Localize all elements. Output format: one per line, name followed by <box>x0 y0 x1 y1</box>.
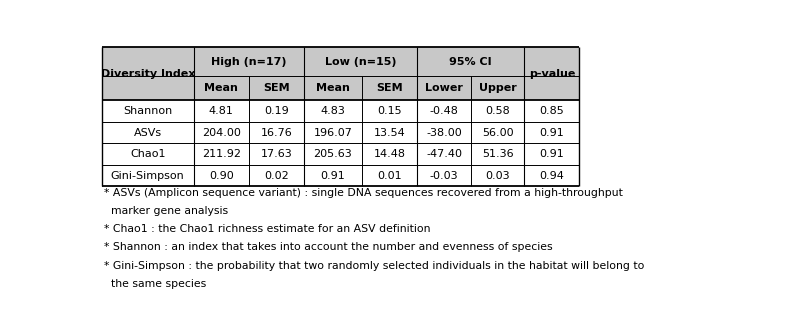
Text: Lower: Lower <box>425 83 463 93</box>
Bar <box>525 76 579 100</box>
Text: High (n=17): High (n=17) <box>211 57 287 67</box>
Bar <box>304 76 362 100</box>
Bar <box>249 165 304 187</box>
Bar <box>525 47 579 76</box>
Text: the same species: the same species <box>103 279 206 289</box>
Bar <box>362 143 417 165</box>
Text: 0.19: 0.19 <box>264 106 288 116</box>
Text: 4.81: 4.81 <box>209 106 234 116</box>
Bar <box>362 47 417 76</box>
Text: Diversity Index: Diversity Index <box>100 69 195 79</box>
Text: 0.15: 0.15 <box>378 106 402 116</box>
Text: 95% CI: 95% CI <box>450 57 492 67</box>
Text: 14.48: 14.48 <box>374 149 405 159</box>
Bar <box>471 122 525 143</box>
Bar <box>417 165 471 187</box>
Bar <box>471 76 525 100</box>
Text: 13.54: 13.54 <box>374 128 405 138</box>
Bar <box>194 47 249 76</box>
Bar <box>304 122 362 143</box>
Bar <box>249 76 304 100</box>
Text: Mean: Mean <box>316 83 350 93</box>
Text: * ASVs (Amplicon sequence variant) : single DNA sequences recovered from a high-: * ASVs (Amplicon sequence variant) : sin… <box>103 188 623 198</box>
Text: Chao1: Chao1 <box>130 149 165 159</box>
Text: Shannon: Shannon <box>123 106 172 116</box>
Bar <box>194 143 249 165</box>
Bar <box>471 143 525 165</box>
Bar <box>102 143 194 165</box>
Text: SEM: SEM <box>263 83 290 93</box>
Text: Mean: Mean <box>205 83 238 93</box>
Bar <box>304 143 362 165</box>
Text: SEM: SEM <box>376 83 403 93</box>
Text: 0.91: 0.91 <box>321 171 345 181</box>
Text: * Gini-Simpson : the probability that two randomly selected individuals in the h: * Gini-Simpson : the probability that tw… <box>103 261 644 271</box>
Bar <box>249 100 304 122</box>
Text: -0.48: -0.48 <box>430 106 458 116</box>
Text: 17.63: 17.63 <box>261 149 292 159</box>
Bar <box>102 47 194 76</box>
Text: 211.92: 211.92 <box>201 149 241 159</box>
Text: -38.00: -38.00 <box>426 128 462 138</box>
Text: Low (n=15): Low (n=15) <box>325 57 397 67</box>
Text: -0.03: -0.03 <box>430 171 458 181</box>
Text: Gini-Simpson: Gini-Simpson <box>111 171 185 181</box>
Text: 0.94: 0.94 <box>540 171 564 181</box>
Bar <box>249 47 304 76</box>
Text: 0.91: 0.91 <box>540 149 564 159</box>
Bar <box>471 165 525 187</box>
Text: 0.85: 0.85 <box>540 106 564 116</box>
Bar <box>417 47 471 76</box>
Bar <box>102 122 194 143</box>
Bar <box>417 100 471 122</box>
Text: 205.63: 205.63 <box>314 149 352 159</box>
Text: Upper: Upper <box>479 83 517 93</box>
Text: * Chao1 : the Chao1 richness estimate for an ASV definition: * Chao1 : the Chao1 richness estimate fo… <box>103 224 430 234</box>
Bar <box>417 122 471 143</box>
Bar <box>304 47 362 76</box>
Bar <box>471 47 525 76</box>
Bar <box>102 100 194 122</box>
Bar <box>362 122 417 143</box>
Text: p-value: p-value <box>529 69 575 79</box>
Text: 0.02: 0.02 <box>264 171 288 181</box>
Text: -47.40: -47.40 <box>426 149 462 159</box>
Text: 56.00: 56.00 <box>482 128 514 138</box>
Text: 0.58: 0.58 <box>485 106 510 116</box>
Bar <box>525 143 579 165</box>
Bar <box>362 76 417 100</box>
Bar <box>249 143 304 165</box>
Text: 0.03: 0.03 <box>485 171 510 181</box>
Bar <box>249 122 304 143</box>
Bar <box>525 100 579 122</box>
Bar <box>304 165 362 187</box>
Bar <box>417 76 471 100</box>
Bar <box>194 76 249 100</box>
Text: * Shannon : an index that takes into account the number and evenness of species: * Shannon : an index that takes into acc… <box>103 242 552 252</box>
Text: marker gene analysis: marker gene analysis <box>103 206 228 216</box>
Text: 0.01: 0.01 <box>378 171 402 181</box>
Bar <box>194 165 249 187</box>
Text: 196.07: 196.07 <box>314 128 352 138</box>
Bar <box>362 100 417 122</box>
Bar <box>194 100 249 122</box>
Bar <box>362 165 417 187</box>
Bar <box>417 143 471 165</box>
Bar <box>525 122 579 143</box>
Bar <box>194 122 249 143</box>
Bar <box>525 165 579 187</box>
Bar <box>304 100 362 122</box>
Text: 16.76: 16.76 <box>261 128 292 138</box>
Text: ASVs: ASVs <box>134 128 162 138</box>
Bar <box>102 76 194 100</box>
Bar <box>102 165 194 187</box>
Text: 4.83: 4.83 <box>321 106 345 116</box>
Text: 51.36: 51.36 <box>482 149 514 159</box>
Text: 0.90: 0.90 <box>209 171 234 181</box>
Bar <box>471 100 525 122</box>
Text: 0.91: 0.91 <box>540 128 564 138</box>
Text: 204.00: 204.00 <box>201 128 241 138</box>
